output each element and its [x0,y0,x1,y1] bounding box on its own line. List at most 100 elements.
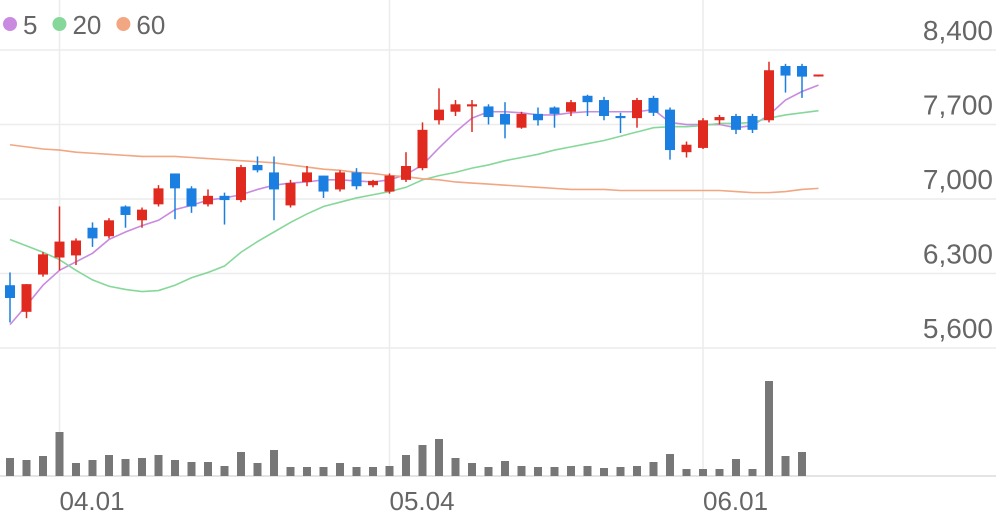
candle-body [5,285,15,298]
volume-bar [336,463,344,476]
candle-body [797,65,807,77]
y-tick-label: 7,700 [923,90,993,121]
y-tick-label: 7,000 [923,164,993,195]
candle-body [318,175,329,192]
candle-body [714,117,725,121]
volume-bar [798,452,806,476]
candle-body [21,284,32,312]
candle-body [170,173,180,189]
legend-label: 60 [136,10,165,40]
candle-body [335,172,345,190]
volume-bar [468,463,476,476]
volume-bar [517,466,526,476]
volume-bar [567,466,575,476]
volume-bar [270,450,278,476]
legend-marker [3,17,17,31]
volume-bar [154,455,163,476]
candle-body [566,102,576,112]
candle-body [516,113,527,128]
candle-body [236,167,246,201]
moving-average-line [9,109,819,293]
volume-bar [451,458,460,476]
volume-bar [204,462,212,476]
candle-body [252,164,263,171]
volume-bar [88,460,97,476]
volume-bar [534,467,542,476]
candle-body [500,113,510,125]
legend-marker [116,17,131,31]
candle-body [54,241,65,258]
volume-bar [633,466,641,476]
x-tick-label: 04.01 [60,486,125,516]
candle-body [665,109,675,151]
legend-label: 5 [23,10,37,40]
moving-average-line [9,143,819,194]
candle-body [731,116,741,130]
candle-body [269,172,279,190]
legend-label: 20 [72,10,101,40]
volume-bar [583,466,592,476]
volume-bar [402,455,410,476]
volume-bar [732,459,740,476]
volume-bar [765,381,773,476]
candle-body [351,172,362,187]
candle-body [764,70,774,121]
candle-body [450,104,461,112]
candle-body [549,107,560,114]
volume-bar [6,458,14,476]
volume-bar [369,467,377,476]
candle-body [87,227,98,239]
volume-bar [501,461,509,476]
volume-bar [220,466,229,476]
y-tick-label: 6,300 [923,239,993,270]
volume-bar [781,456,790,476]
candle-body [71,240,81,256]
volume-bar [600,468,608,476]
volume-bar [748,469,757,476]
volume-bar [715,469,724,476]
candle-body [698,120,708,148]
candle-body [153,188,164,205]
candle-body [533,113,543,121]
candle-body [137,209,147,221]
candle-body [615,116,626,119]
candle-body [401,166,411,180]
candle-body [285,183,296,206]
volume-bar [105,455,113,476]
volume-bar [237,452,245,476]
candle-body [120,206,131,215]
candle-body [38,254,48,275]
volume-bar [418,445,427,476]
x-tick-label: 06.01 [703,486,768,516]
volume-bar [699,469,707,476]
volume-bar [616,467,625,476]
candle-body [434,109,444,121]
volume-bar [385,466,394,476]
volume-bar [352,467,361,476]
volume-bar [187,462,196,476]
volume-bar [682,469,691,476]
candle-body [632,100,642,119]
candle-body [368,180,378,186]
y-tick-label: 8,400 [923,15,993,46]
x-tick-label: 05.04 [390,486,455,516]
volume-bar [171,460,179,476]
candle-body [582,95,593,103]
candle-body [747,116,758,130]
volume-bar [253,463,262,476]
candle-body [599,100,609,116]
volume-bar [138,458,146,476]
volume-bar [55,432,64,476]
candle-body [203,195,213,205]
candle-body [681,144,692,153]
volume-bar [319,467,328,476]
volume-bar [435,439,443,476]
candle-body [483,106,494,118]
candle-body [417,129,428,169]
volume-bar [666,454,674,476]
candle-body [186,188,197,207]
volume-bar [39,456,47,476]
candle-body [813,74,824,77]
candle-body [780,65,791,76]
volume-bar [22,460,31,476]
